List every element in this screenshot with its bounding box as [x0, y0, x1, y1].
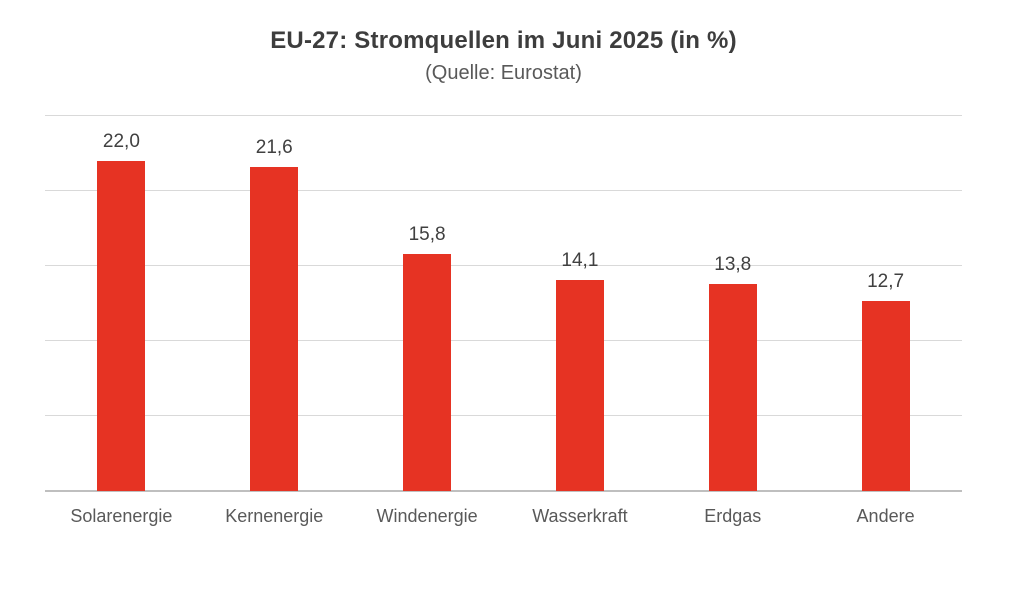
- bar: [250, 167, 299, 491]
- gridline: [45, 190, 962, 191]
- bar-value-label: 13,8: [714, 254, 752, 275]
- bar-value-label: 22,0: [102, 131, 140, 152]
- bar: [555, 279, 604, 491]
- x-axis-category-label: Windenergie: [376, 506, 478, 526]
- bar-value-label: 15,8: [408, 224, 446, 245]
- x-axis-line: [45, 490, 962, 492]
- bar: [708, 284, 757, 491]
- x-axis-category-label: Solarenergie: [70, 506, 173, 526]
- plot-area: 22,0 Solarenergie 21,6 Kernenergie 15,8 Winde…: [45, 115, 962, 526]
- x-axis-category-label: Wasserkraft: [532, 506, 628, 526]
- bar-value-label: 12,7: [867, 270, 905, 292]
- chart-header: EU-27: Stromquellen im Juni 2025 (in %) …: [45, 27, 962, 86]
- bar: [861, 300, 910, 491]
- x-axis-category-label: Erdgas: [704, 506, 762, 526]
- gridline: [45, 340, 962, 341]
- bar: [403, 254, 452, 491]
- gridline: [45, 115, 962, 116]
- chart-title: EU-27: Stromquellen im Juni 2025 (in %): [270, 27, 737, 54]
- gridline: [45, 415, 962, 416]
- bar-value-label: 21,6: [255, 137, 293, 158]
- gridline: [45, 265, 962, 266]
- bar: [97, 161, 146, 491]
- x-axis-category-label: Kernenergie: [225, 506, 324, 526]
- chart-subtitle: (Quelle: Eurostat): [425, 61, 582, 84]
- x-axis-category-label: Andere: [856, 506, 915, 526]
- bar-value-label: 14,1: [561, 249, 599, 271]
